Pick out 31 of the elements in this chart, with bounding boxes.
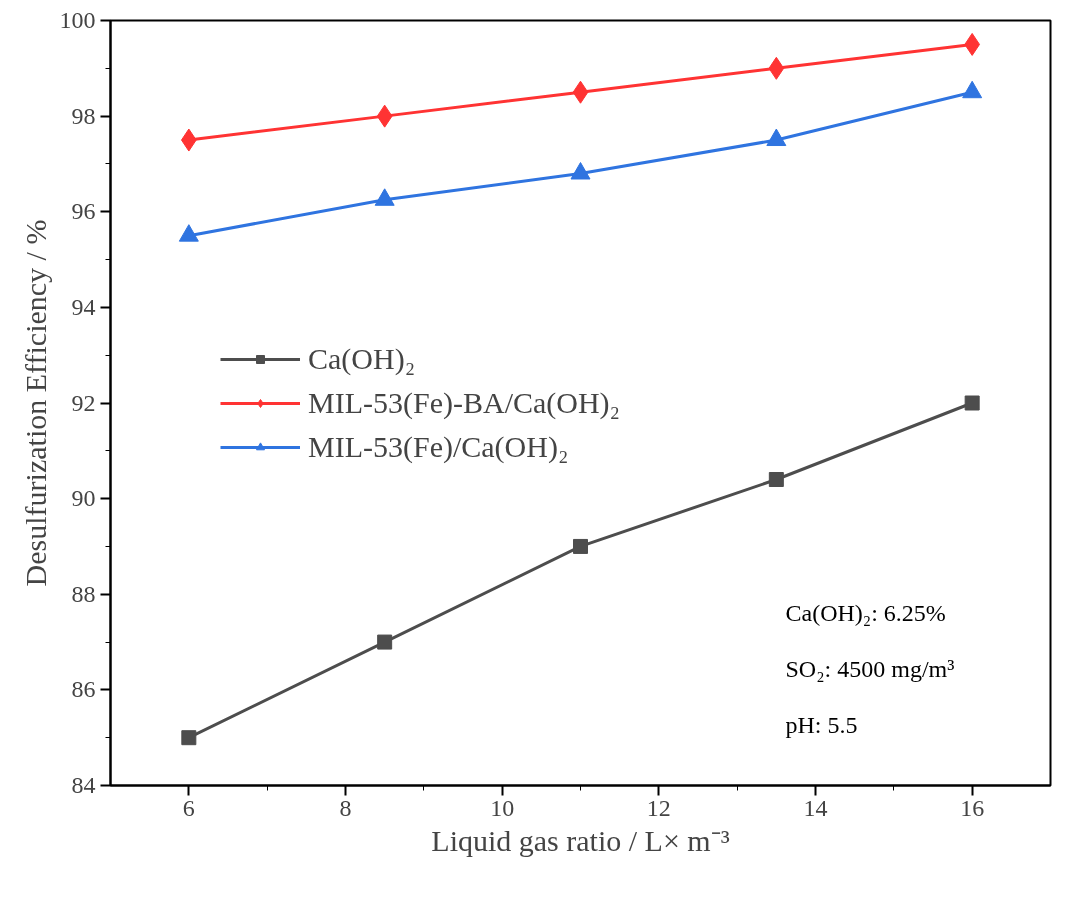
y-tick-label: 88 [71,580,96,607]
x-tick-label: 10 [490,794,515,821]
y-tick-label: 90 [71,485,96,512]
x-tick-label: 14 [803,794,828,821]
annotation: Ca(OH)₂: 6.25% [785,599,946,626]
y-tick-label: 92 [71,389,96,416]
annotation: pH: 5.5 [785,711,858,738]
y-tick-label: 84 [71,772,96,798]
y-tick-label: 86 [71,676,96,703]
y-axis-title: Desulfurization Efficiency / % [18,219,52,587]
legend-label: MIL-53(Fe)-BA/Ca(OH)₂ [308,385,621,420]
point [181,730,197,746]
y-tick-label: 100 [59,7,96,33]
annotation: SO₂: 4500 mg/m³ [785,655,955,682]
x-tick-label: 16 [960,794,985,821]
point [572,80,589,104]
y-tick-label: 94 [71,293,96,320]
point [768,472,784,487]
y-tick-label: 98 [71,102,96,129]
x-axis-title: Liquid gas ratio / L× m⁻³ [431,823,730,857]
x-tick-label: 6 [182,794,195,821]
x-tick-label: 8 [339,794,352,821]
legend-label: MIL-53(Fe)/Ca(OH)₂ [308,429,569,464]
point [573,538,588,554]
point [377,634,393,650]
x-tick-label: 12 [646,794,671,821]
point [768,56,785,80]
point [964,395,980,411]
legend-label: Ca(OH)₂ [308,341,416,376]
y-tick-label: 96 [71,198,96,225]
point [376,104,393,128]
